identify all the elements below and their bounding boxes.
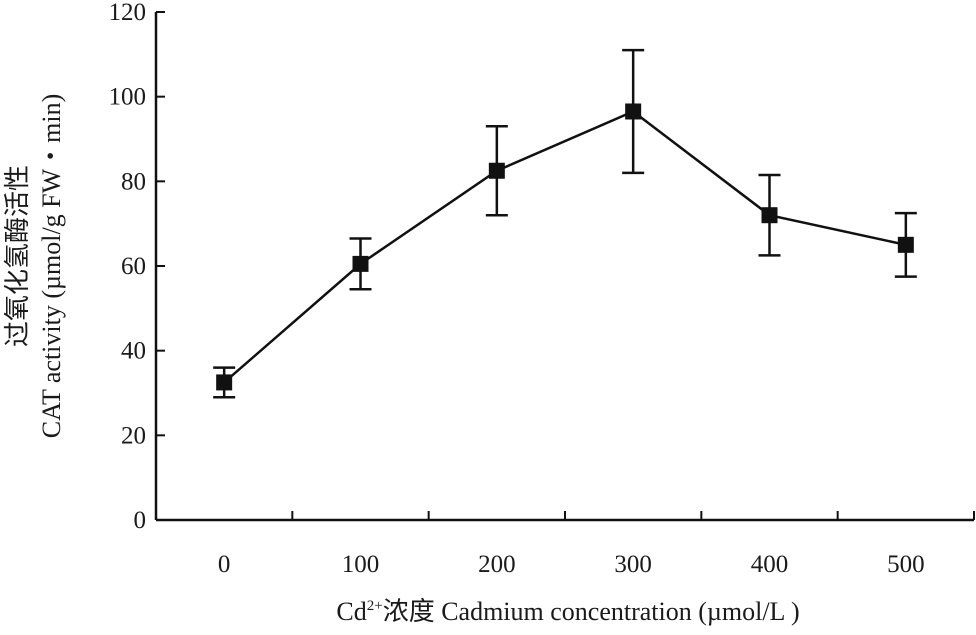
y-axis-label-line2: CAT activity (µmol/g FW・min): [37, 94, 66, 439]
y-tick-label: 120: [109, 0, 147, 26]
series-line: [223, 110, 907, 384]
y-axis: 0 20 40 60 80 100 120: [109, 0, 165, 534]
y-tick-label: 100: [109, 84, 147, 111]
series-cat-activity: [213, 48, 917, 399]
y-tick-label: 60: [121, 253, 146, 280]
data-point: [352, 255, 369, 272]
x-axis-label-prefix: Cd: [336, 597, 366, 626]
x-axis-label-rest: 浓度 Cadmium concentration (µmol/L ): [383, 597, 800, 626]
y-tick-label: 40: [121, 338, 146, 365]
x-axis-label: Cd2+浓度 Cadmium concentration (µmol/L ): [336, 597, 799, 626]
x-tick-label: 500: [887, 551, 925, 578]
x-axis: 0 100 200 300 400 500: [156, 511, 975, 578]
y-tick-label: 0: [134, 507, 147, 534]
data-point: [488, 162, 505, 179]
x-tick-label: 400: [751, 551, 789, 578]
data-point: [625, 103, 642, 120]
x-tick-label: 200: [478, 551, 516, 578]
y-tick-label: 20: [121, 422, 146, 449]
data-point: [216, 374, 233, 391]
x-tick-label: 300: [614, 551, 652, 578]
x-axis-label-superscript: 2+: [367, 598, 383, 614]
data-point: [761, 207, 778, 224]
y-axis-label-line1: 过氧化氢酶活性: [3, 165, 32, 347]
y-tick-label: 80: [121, 168, 146, 195]
data-point: [897, 236, 914, 253]
x-tick-label: 0: [218, 551, 231, 578]
x-tick-label: 100: [342, 551, 380, 578]
